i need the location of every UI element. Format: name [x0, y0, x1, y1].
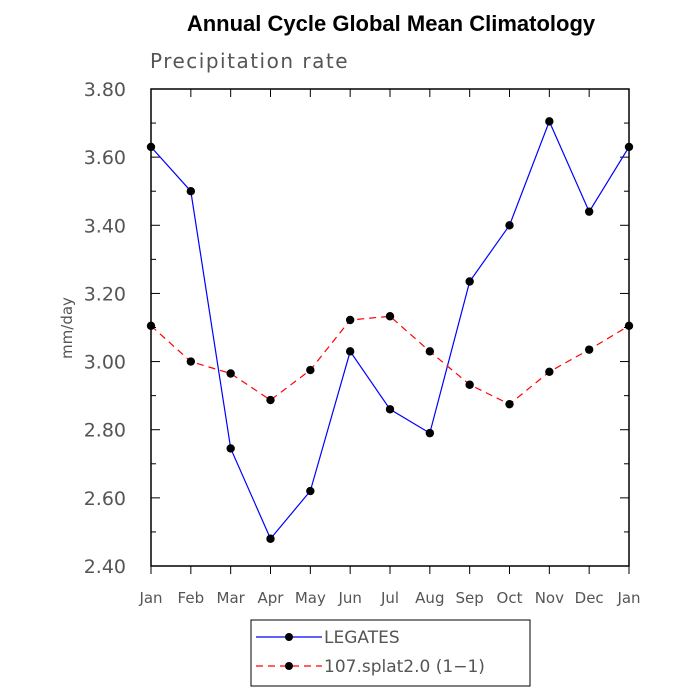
chart-subtitle: Precipitation rate [150, 49, 349, 73]
y-tick-label: 2.60 [84, 488, 126, 510]
chart-title: Annual Cycle Global Mean Climatology [187, 11, 596, 36]
legend-marker-legates [285, 633, 293, 641]
series-0-point [465, 277, 474, 286]
series-1-point [345, 315, 355, 325]
series-0-point [345, 347, 355, 356]
axis-ticks [150, 88, 630, 574]
y-tick-label: 2.40 [84, 556, 126, 578]
series-0-point [306, 486, 315, 496]
x-tick-label: Aug [415, 589, 444, 607]
series-0-point [266, 534, 275, 543]
x-tick-label: Jan [616, 589, 640, 607]
legend-box [250, 619, 531, 687]
series-0-point [505, 221, 514, 230]
series-1-point [465, 380, 474, 389]
series-0-point [425, 428, 435, 438]
series-1-point [584, 345, 594, 354]
x-tick-label: Jun [337, 589, 361, 607]
series-1-point [186, 357, 196, 366]
y-tick-label: 3.00 [84, 352, 126, 374]
x-tick-label: Feb [178, 589, 205, 607]
series-1-point [226, 369, 235, 378]
y-tick-label: 2.80 [84, 420, 126, 442]
series-0-point [584, 207, 594, 216]
series-1-point [306, 365, 315, 375]
x-tick-label: Jul [380, 589, 399, 607]
x-tick-labels: Jan Feb Mar Apr May Jun Jul Aug Sep Oct Nov Dec Jan [138, 589, 640, 607]
series-1-point [146, 321, 156, 330]
series-points [146, 117, 634, 543]
series-0-point [385, 405, 395, 414]
x-tick-label: Jan [138, 589, 162, 607]
y-tick-label: 3.40 [84, 215, 126, 237]
series-0-point [545, 117, 554, 126]
plot-frame [150, 88, 630, 567]
x-tick-label: Sep [456, 589, 484, 607]
y-tick-label: 3.20 [84, 283, 126, 305]
series-0-point [226, 444, 235, 453]
legend: LEGATES 107.splat2.0 (1−1) [250, 619, 531, 687]
series-0-point [186, 187, 196, 196]
x-tick-label: Dec [575, 589, 604, 607]
x-tick-label: May [295, 589, 326, 607]
x-tick-label: Oct [497, 589, 523, 607]
legend-label-legates: LEGATES [324, 628, 400, 648]
series-1-point [385, 312, 395, 321]
legend-label-model: 107.splat2.0 (1−1) [324, 657, 485, 677]
series-1-point [624, 321, 634, 330]
series-0-point [146, 142, 156, 152]
series-1-point [266, 395, 275, 405]
x-tick-label: Mar [217, 589, 246, 607]
series-lines [150, 119, 630, 540]
legend-marker-model [285, 662, 293, 670]
series-1-point [505, 399, 514, 409]
series-line-1 [150, 315, 630, 405]
series-line-0 [150, 119, 630, 540]
y-tick-labels: 2.40 2.60 2.80 3.00 3.20 3.40 3.60 3.80 [84, 79, 126, 578]
y-axis-label: mm/day [58, 297, 76, 359]
y-tick-label: 3.80 [84, 79, 126, 101]
series-1-point [425, 347, 435, 356]
series-1-point [545, 367, 554, 376]
x-tick-label: Apr [258, 589, 285, 607]
x-tick-label: Nov [535, 589, 564, 607]
series-0-point [624, 142, 634, 152]
y-tick-label: 3.60 [84, 147, 126, 169]
